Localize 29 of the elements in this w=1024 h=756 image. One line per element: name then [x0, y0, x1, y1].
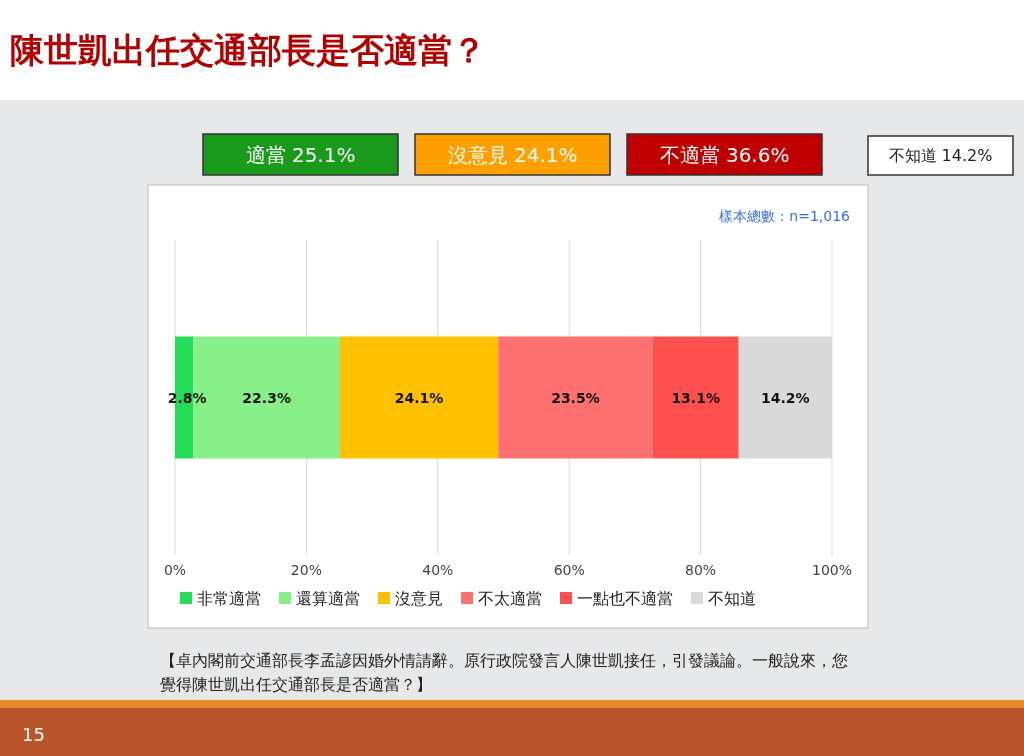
- legend-label: 一點也不適當: [577, 589, 673, 608]
- x-tick-label: 100%: [811, 562, 853, 578]
- x-tick-label: 20%: [290, 562, 322, 578]
- text: 樣本總數：n=1,016: [719, 208, 851, 224]
- bar: [652, 336, 739, 459]
- text: 【卓內閣前交通部長李孟諺因婚外情請辭。原行政院發言人陳世凱接任，引發議論。一般說來，您覺得陳世凱出任交通部長是否適當？】: [160, 651, 848, 694]
- data-label: 23.5%: [551, 389, 600, 406]
- chart-title: 陳世凱出任交通部長是否適當？: [10, 30, 486, 70]
- x-tick-label: 80%: [685, 562, 717, 578]
- x-tick-label: 40%: [422, 562, 454, 578]
- data-label: 14.2%: [761, 389, 810, 406]
- bar: [498, 336, 653, 459]
- legend-label: 還算適當: [296, 589, 360, 608]
- data-label: 22.3%: [242, 389, 291, 406]
- x-tick-label: 60%: [553, 562, 585, 578]
- text: 沒意見 24.1%: [447, 142, 578, 167]
- legend-label: 不知道: [708, 589, 756, 608]
- text: 15: [22, 724, 45, 745]
- data-label: 2.8%: [167, 389, 207, 406]
- data-label: 13.1%: [671, 389, 720, 406]
- text: 適當 25.1%: [245, 142, 356, 167]
- text: 不適當 36.6%: [659, 142, 790, 167]
- text: 不知道 14.2%: [888, 146, 993, 166]
- legend-label: 沒意見: [395, 589, 443, 608]
- legend-label: 非常適當: [197, 589, 261, 608]
- x-tick-label: 0%: [163, 562, 187, 578]
- bar: [339, 336, 499, 459]
- data-label: 24.1%: [394, 389, 444, 406]
- legend-label: 不太適當: [478, 589, 542, 608]
